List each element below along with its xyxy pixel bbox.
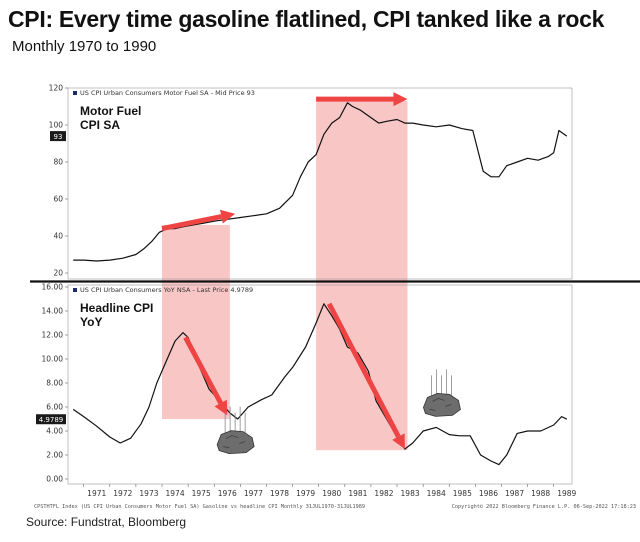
panel-label: CPI SA bbox=[80, 118, 120, 132]
annotation-arrow-1 bbox=[161, 209, 236, 232]
last-value-tag-bg bbox=[50, 131, 66, 142]
x-tick-label: 1984 bbox=[427, 489, 446, 498]
source-note: Source: Fundstrat, Bloomberg bbox=[26, 515, 187, 529]
arrow-shaft bbox=[183, 336, 223, 405]
y-tick-label: 16.00 bbox=[42, 283, 64, 292]
highlight-band-1 bbox=[162, 224, 230, 419]
legend-entry: US CPI Urban Consumers YoY NSA - Last Pr… bbox=[80, 286, 253, 294]
last-value-tag-bg bbox=[36, 414, 66, 425]
y-tick-label: 2.00 bbox=[46, 451, 63, 460]
x-tick-label: 1979 bbox=[296, 489, 315, 498]
annotation-arrow-3 bbox=[183, 336, 228, 416]
panel-label: YoY bbox=[80, 315, 102, 329]
y-tick-label: 0.00 bbox=[46, 475, 63, 484]
arrow-head bbox=[214, 399, 228, 416]
footer-right: Copyright© 2022 Bloomberg Finance L.P. 0… bbox=[452, 504, 636, 510]
x-tick-label: 1974 bbox=[166, 489, 185, 498]
x-tick-label: 1973 bbox=[139, 489, 158, 498]
legend-swatch bbox=[73, 288, 77, 292]
top-panel-frame bbox=[67, 87, 573, 280]
panel-label: Motor Fuel bbox=[80, 104, 141, 118]
x-tick-label: 1987 bbox=[505, 489, 524, 498]
x-tick-label: 1977 bbox=[244, 489, 263, 498]
arrow-shaft bbox=[161, 214, 222, 232]
y-tick-label: 80 bbox=[53, 158, 63, 167]
y-tick-label: 20 bbox=[53, 269, 63, 278]
chart-frames bbox=[30, 87, 640, 485]
last-value-label: 93 bbox=[54, 133, 63, 141]
rock-cracks bbox=[429, 398, 452, 411]
y-tick-label: 6.00 bbox=[46, 403, 63, 412]
y-tick-label: 10.00 bbox=[42, 355, 64, 364]
y-tick-label: 100 bbox=[49, 121, 64, 130]
chart-text: US CPI Urban Consumers Motor Fuel SA - M… bbox=[34, 89, 636, 510]
rock-body bbox=[423, 392, 461, 417]
x-tick-label: 1983 bbox=[401, 489, 420, 498]
arrow-head bbox=[220, 209, 236, 224]
x-tick-label: 1982 bbox=[374, 489, 393, 498]
last-value-tag: 93 bbox=[50, 131, 66, 142]
rock-icon bbox=[216, 406, 255, 455]
annotation-arrow-4 bbox=[326, 302, 405, 449]
highlight-band-2 bbox=[316, 100, 408, 451]
x-tick-label: 1971 bbox=[87, 489, 106, 498]
legend-swatch bbox=[73, 91, 77, 95]
x-tick-label: 1975 bbox=[192, 489, 211, 498]
x-tick-label: 1978 bbox=[270, 489, 289, 498]
last-value-tag: 4.9789 bbox=[36, 414, 66, 425]
chart-subtitle: Monthly 1970 to 1990 bbox=[12, 38, 157, 55]
x-tick-label: 1989 bbox=[557, 489, 576, 498]
arrow-shaft bbox=[326, 302, 401, 438]
bottom-panel-frame bbox=[67, 284, 573, 485]
rock-icon bbox=[423, 369, 461, 417]
rock-cracks bbox=[223, 435, 246, 448]
y-tick-label: 4.00 bbox=[46, 427, 63, 436]
y-tick-label: 40 bbox=[53, 232, 63, 241]
y-tick-label: 8.00 bbox=[46, 379, 63, 388]
arrow-head bbox=[393, 92, 408, 107]
footer-left: CPSTHTFL Index (US CPI Urban Consumers M… bbox=[34, 504, 365, 510]
chart-title: CPI: Every time gasoline flatlined, CPI … bbox=[8, 6, 605, 32]
y-tick-label: 14.00 bbox=[42, 307, 64, 316]
annotation-arrows bbox=[161, 92, 408, 449]
x-tick-label: 1985 bbox=[453, 489, 472, 498]
x-tick-label: 1988 bbox=[531, 489, 550, 498]
headline-cpi-line bbox=[72, 303, 568, 466]
x-tick-label: 1976 bbox=[218, 489, 237, 498]
y-tick-label: 12.00 bbox=[42, 331, 64, 340]
x-tick-label: 1980 bbox=[322, 489, 341, 498]
annotation-arrow-2 bbox=[316, 92, 408, 107]
y-tick-label: 60 bbox=[53, 195, 63, 204]
y-tick-label: 120 bbox=[49, 84, 64, 93]
legend-entry: US CPI Urban Consumers Motor Fuel SA - M… bbox=[80, 89, 255, 97]
x-tick-label: 1972 bbox=[113, 489, 132, 498]
highlight-bands bbox=[162, 100, 408, 451]
panel-label: Headline CPI bbox=[80, 301, 153, 315]
x-tick-label: 1981 bbox=[348, 489, 367, 498]
x-tick-label: 1986 bbox=[479, 489, 498, 498]
rock-body bbox=[216, 430, 255, 455]
axes: 20 40 60 80 100 120 0.00 2.00 4.00 6.00 8.00 10.00 1… bbox=[42, 84, 577, 498]
arrow-head bbox=[392, 433, 405, 449]
last-value-label: 4.9789 bbox=[39, 416, 64, 424]
falling-rocks bbox=[216, 369, 461, 455]
